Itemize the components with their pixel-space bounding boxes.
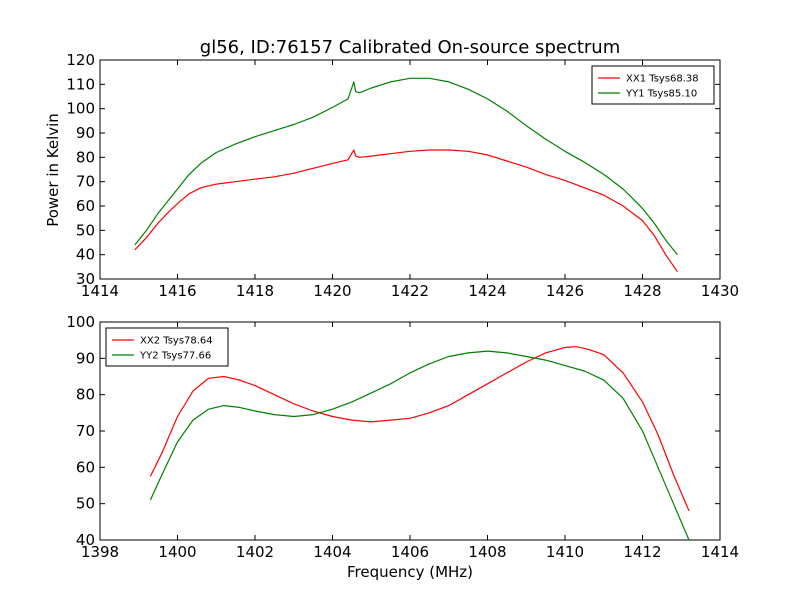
top-panel: 1414 1416 1418 1420 1422 1424 1426 1428 1430 30 40…	[66, 51, 739, 300]
y-tick-label: 90	[76, 124, 95, 142]
y-tick-label: 30	[76, 270, 95, 288]
x-tick-label: 1414	[701, 543, 739, 561]
x-tick-label: 1408	[468, 543, 506, 561]
y-tick-label: 100	[66, 313, 95, 331]
y-tick-label: 60	[76, 458, 95, 476]
legend-label: YY1 Tsys85.10	[625, 89, 697, 100]
series-line-0	[149, 346, 690, 512]
y-tick-label: 60	[76, 197, 95, 215]
y-tick-label: 100	[66, 100, 95, 118]
x-tick-label: 1410	[546, 543, 584, 561]
series-line-1	[149, 350, 690, 541]
y-axis-label: Power in Kelvin	[44, 113, 62, 227]
x-tick-label: 1422	[391, 282, 429, 300]
x-tick-label: 1424	[468, 282, 506, 300]
legend-label: XX1 Tsys68.38	[626, 74, 699, 85]
y-tick-label: 40	[76, 246, 95, 264]
bottom-panel: 1398 1400 1402 1404 1406 1408 1410 1412 1414 40 50…	[66, 313, 739, 561]
legend: XX2 Tsys78.64 YY2 Tsys77.66	[105, 327, 229, 367]
y-tick-label: 70	[76, 422, 95, 440]
legend-label: YY2 Tsys77.66	[139, 351, 211, 362]
y-tick-label: 120	[66, 51, 95, 69]
x-tick-label: 1426	[546, 282, 584, 300]
x-tick-label: 1428	[623, 282, 661, 300]
x-tick-label: 1406	[391, 543, 429, 561]
legend-box	[591, 65, 715, 105]
x-tick-label: 1430	[701, 282, 739, 300]
y-tick-label: 110	[66, 75, 95, 93]
x-tick-label: 1420	[313, 282, 351, 300]
y-tick-label: 40	[76, 531, 95, 549]
y-tick-label: 70	[76, 173, 95, 191]
y-tick-label: 50	[76, 221, 95, 239]
x-tick-label: 1400	[158, 543, 196, 561]
y-tick-label: 80	[76, 386, 95, 404]
figure-title: gl56, ID:76157 Calibrated On-source spec…	[200, 37, 620, 58]
x-axis-label: Frequency (MHz)	[347, 563, 473, 581]
y-tick-label: 90	[76, 349, 95, 367]
x-tick-label: 1414	[81, 282, 119, 300]
y-tick-label: 50	[76, 495, 95, 513]
x-tick-label: 1416	[158, 282, 196, 300]
legend-label: XX2 Tsys78.64	[140, 336, 213, 347]
series-line-0	[134, 149, 678, 273]
legend-box	[105, 327, 229, 367]
series-line-1	[134, 77, 678, 256]
x-tick-label: 1412	[623, 543, 661, 561]
x-tick-label: 1418	[236, 282, 274, 300]
y-tick-label: 80	[76, 148, 95, 166]
x-tick-label: 1402	[236, 543, 274, 561]
legend: XX1 Tsys68.38 YY1 Tsys85.10	[591, 65, 715, 105]
x-tick-label: 1404	[313, 543, 351, 561]
x-tick-label: 1398	[81, 543, 119, 561]
